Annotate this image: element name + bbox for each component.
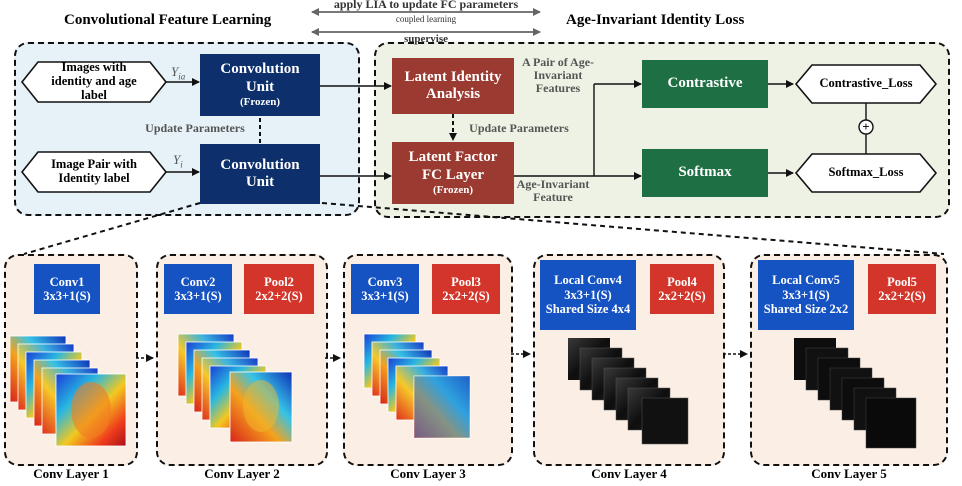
age-invariant-feature-label: Age-Invariant Feature — [516, 177, 590, 205]
conv1-box: Conv1 3x3+1(S) — [34, 264, 100, 314]
convolution-unit-title: Convolution Unit — [220, 156, 300, 190]
softmax-loss-node: Softmax_Loss — [828, 165, 904, 180]
conv2-box: Conv2 3x3+1(S) — [164, 264, 232, 314]
convolution-unit-frozen: Convolution Unit (Frozen) — [200, 54, 320, 116]
local-conv5-label: Local Conv5 3x3+1(S) Shared Size 2x2 — [763, 273, 849, 317]
local-conv4-label: Local Conv4 3x3+1(S) Shared Size 4x4 — [545, 273, 631, 317]
feature-learning-title: Convolutional Feature Learning — [64, 12, 272, 28]
conv-layer-1-label: Conv Layer 1 — [33, 466, 109, 481]
latent-identity-analysis-title: Latent Identity Analysis — [404, 68, 502, 102]
layer5-feature-maps — [794, 338, 917, 449]
latent-factor-fc-layer: Latent Factor FC Layer (Frozen) — [392, 142, 514, 204]
supervise-annotation: supervise — [404, 33, 448, 45]
y-i-label: Yi — [173, 152, 183, 170]
pool5-label: Pool5 2x2+2(S) — [878, 274, 926, 303]
convolution-unit-frozen-tag: (Frozen) — [239, 95, 281, 108]
convolution-unit: Convolution Unit — [200, 144, 320, 204]
conv3-label: Conv3 3x3+1(S) — [361, 274, 409, 303]
conv-layer-5-label: Conv Layer 5 — [811, 466, 887, 481]
layer3-feature-maps — [363, 333, 471, 439]
local-conv5-box: Local Conv5 3x3+1(S) Shared Size 2x2 — [758, 260, 854, 330]
update-parameters-right-label: Update Parameters — [469, 121, 569, 135]
pool4-box: Pool4 2x2+2(S) — [650, 264, 714, 314]
conv2-label: Conv2 3x3+1(S) — [174, 274, 222, 303]
convolution-unit-frozen-title: Convolution Unit — [220, 61, 300, 95]
update-parameters-left-label: Update Parameters — [145, 121, 245, 135]
pool5-box: Pool5 2x2+2(S) — [868, 264, 936, 314]
apply-lia-annotation: apply LIA to update FC parameters — [333, 0, 519, 11]
local-conv4-box: Local Conv4 3x3+1(S) Shared Size 4x4 — [540, 260, 636, 330]
layer1-feature-maps — [9, 335, 127, 447]
conv-layer-4-label: Conv Layer 4 — [591, 466, 667, 481]
contrastive-loss-node: Contrastive_Loss — [819, 76, 913, 91]
conv1-label: Conv1 3x3+1(S) — [43, 274, 91, 303]
latent-factor-fc-layer-title: Latent Factor FC Layer — [408, 149, 498, 183]
age-invariant-pair-label: A Pair of Age-Invariant Features — [521, 55, 595, 96]
pool2-box: Pool2 2x2+2(S) — [244, 264, 314, 314]
pool2-label: Pool2 2x2+2(S) — [255, 274, 303, 303]
input-identity-age-label: Images with identity and age label — [51, 60, 137, 102]
conv-layer-2-label: Conv Layer 2 — [204, 466, 280, 481]
plus-icon: + — [862, 119, 870, 134]
pool3-label: Pool3 2x2+2(S) — [442, 274, 490, 303]
latent-factor-fc-layer-tag: (Frozen) — [432, 183, 474, 196]
layer2-feature-maps — [177, 333, 293, 443]
y-ia-label: Yia — [171, 64, 186, 82]
identity-loss-title: Age-Invariant Identity Loss — [566, 12, 745, 28]
pool4-label: Pool4 2x2+2(S) — [658, 274, 706, 303]
latent-identity-analysis: Latent Identity Analysis — [392, 58, 514, 114]
softmax-box: Softmax — [642, 149, 768, 197]
input-pair-identity-label: Image Pair with Identity label — [51, 157, 137, 185]
coupled-learning-annotation: coupled learning — [395, 14, 457, 24]
pool3-box: Pool3 2x2+2(S) — [432, 264, 500, 314]
layer4-feature-maps — [568, 338, 689, 445]
contrastive-box: Contrastive — [642, 60, 768, 108]
conv3-box: Conv3 3x3+1(S) — [351, 264, 419, 314]
conv-layer-3-label: Conv Layer 3 — [390, 466, 466, 481]
